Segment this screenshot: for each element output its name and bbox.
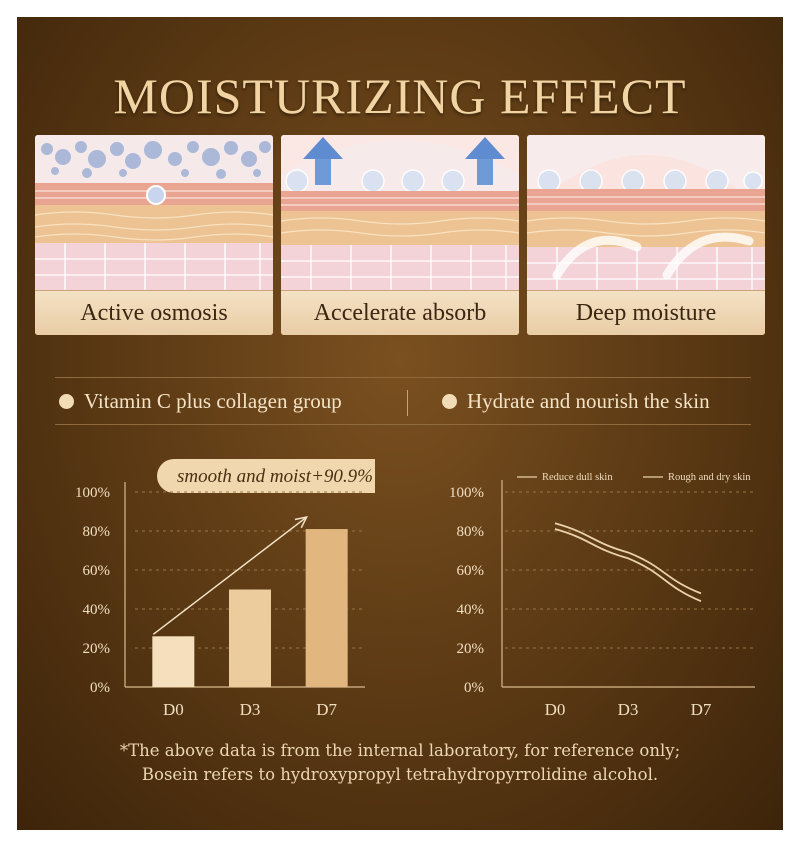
x-tick-label: D0	[163, 700, 184, 717]
feature-divider	[407, 390, 408, 416]
panel-deep-moisture: Deep moisture	[527, 135, 765, 335]
skin-illustration-absorb	[281, 135, 519, 291]
arrow-head-icon	[294, 516, 309, 529]
arrow-up-icon	[465, 137, 505, 185]
bullet-dot-icon	[442, 394, 457, 409]
legend-label: Rough and dry skin	[668, 472, 751, 483]
bar-chart: smooth and moist+90.9% 0% 20% 40% 60% 80% 100…	[75, 459, 375, 717]
product-info-card: MOISTURIZING EFFECT	[17, 17, 783, 830]
skin-illustration-osmosis	[35, 135, 273, 291]
series-line	[554, 528, 702, 603]
y-tick-label: 20%	[457, 641, 485, 657]
y-tick-label: 60%	[83, 563, 111, 579]
line-chart: Reduce dull skin Rough and dry skin 0% 20%…	[449, 472, 755, 717]
footnote-line-2: Bosein refers to hydroxypropyl tetrahydr…	[141, 765, 659, 784]
panel-accelerate-absorb: Accelerate absorb	[281, 135, 519, 335]
x-tick-label: D7	[691, 700, 712, 717]
y-tick-label: 80%	[457, 524, 485, 540]
y-tick-label: 100%	[75, 485, 110, 501]
panel-label: Active osmosis	[35, 290, 273, 335]
y-tick-label: 40%	[457, 602, 485, 618]
panel-label: Accelerate absorb	[281, 290, 519, 335]
legend-label: Reduce dull skin	[542, 472, 613, 483]
y-tick-label: 20%	[83, 641, 111, 657]
badge-text: smooth and moist+90.9%	[177, 466, 373, 487]
footnote: *The above data is from the internal lab…	[17, 739, 783, 787]
arrow-up-icon	[303, 137, 343, 185]
y-tick-label: 0%	[90, 680, 110, 696]
bar	[305, 529, 348, 687]
panel-label: Deep moisture	[527, 290, 765, 335]
bar	[152, 636, 195, 687]
footnote-line-1: *The above data is from the internal lab…	[119, 741, 681, 760]
y-tick-label: 0%	[464, 680, 484, 696]
page-title: MOISTURIZING EFFECT	[113, 68, 687, 124]
y-tick-label: 100%	[449, 485, 484, 501]
x-tick-label: D7	[316, 700, 337, 717]
skin-illustration-moisture	[527, 135, 765, 291]
y-tick-label: 60%	[457, 563, 485, 579]
x-tick-label: D3	[618, 700, 639, 717]
feature-label: Hydrate and nourish the skin	[467, 389, 710, 413]
x-tick-label: D0	[545, 700, 566, 717]
feature-item: Vitamin C plus collagen group	[59, 389, 342, 414]
series-line	[554, 522, 702, 595]
section-divider-bottom	[55, 424, 751, 425]
badge-pill	[157, 459, 375, 493]
y-tick-label: 80%	[83, 524, 111, 540]
x-tick-label: D3	[240, 700, 261, 717]
feature-label: Vitamin C plus collagen group	[84, 389, 342, 413]
trend-arrow-line	[152, 516, 308, 635]
bar	[229, 589, 271, 687]
bullet-dot-icon	[59, 394, 74, 409]
section-divider-top	[55, 377, 751, 378]
panel-active-osmosis: Active osmosis	[35, 135, 273, 335]
feature-item: Hydrate and nourish the skin	[442, 389, 710, 414]
y-tick-label: 40%	[83, 602, 111, 618]
